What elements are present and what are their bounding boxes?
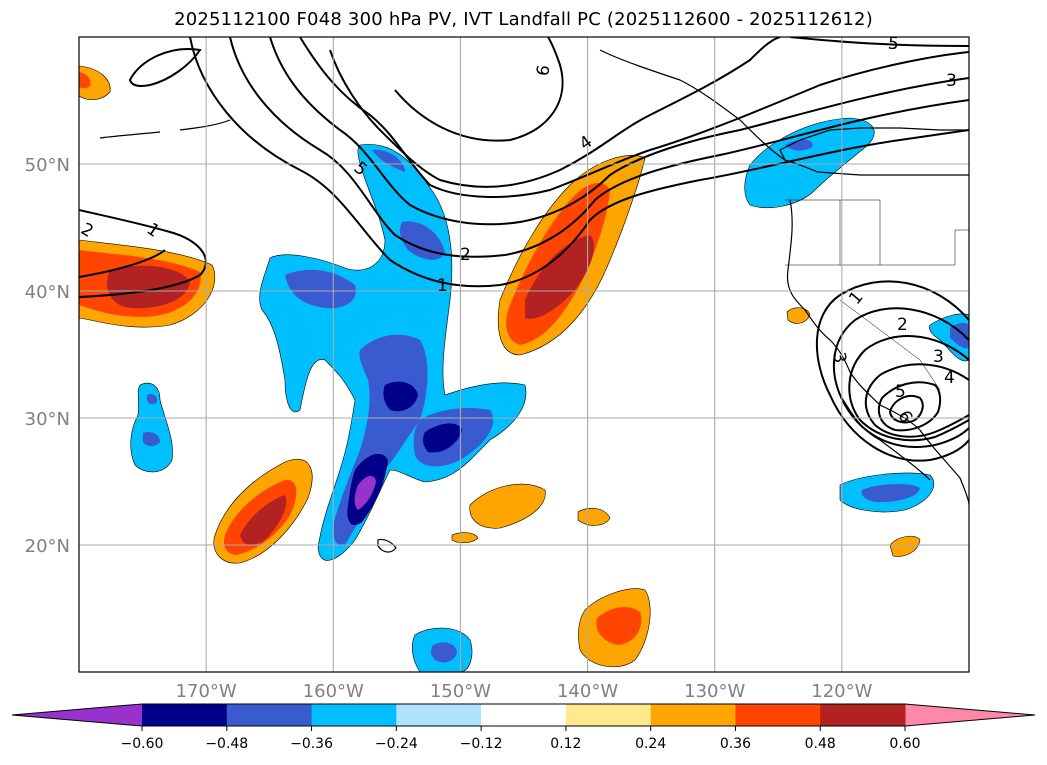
map-frame — [78, 36, 970, 673]
x-tick-label: 150°W — [430, 681, 491, 702]
colorbar-bin — [311, 704, 397, 726]
pv-label: 6 — [533, 64, 555, 78]
pv-contour-ring-5 — [877, 381, 942, 432]
shade-subtropical-positive — [578, 588, 651, 668]
colorbar-bin — [650, 704, 736, 726]
colorbar-tick-label: −0.36 — [290, 736, 333, 752]
pv-label: 3 — [946, 71, 957, 91]
pv-label: 4 — [944, 368, 955, 388]
shade-small-positive-5 — [786, 307, 811, 324]
pv-label: 2 — [460, 245, 471, 265]
shade-central-negative — [259, 144, 527, 561]
pv-contour-5-mid — [329, 37, 781, 188]
pv-contour-5-top — [789, 37, 969, 47]
pv-label: 2 — [897, 315, 908, 335]
state-borders — [785, 199, 969, 391]
colorbar-tick-label: −0.48 — [205, 736, 248, 752]
pv-label: 1 — [437, 276, 448, 296]
x-tick-label: 130°W — [684, 681, 745, 702]
x-tick-label: 120°W — [811, 681, 872, 702]
colorbar: −0.60 −0.48 −0.36 −0.24 −0.12 0.12 0.24 0.36 0.4… — [11, 703, 1036, 752]
y-tick-label: 40°N — [25, 282, 70, 303]
pv-contour-3-mid — [269, 37, 969, 226]
shade-negative-bottom — [411, 627, 473, 672]
pv-contour-6 — [394, 37, 564, 142]
colorbar-tick-label: −0.24 — [375, 736, 418, 752]
colorbar-bin — [565, 704, 652, 726]
pv-contour-loop-nw — [128, 48, 202, 87]
colorbar-tick-label: 0.24 — [635, 736, 666, 752]
shade-hawaii-sw-positive — [213, 458, 313, 564]
pv-contour-ring-2 — [832, 307, 969, 448]
colorbar-bin — [735, 704, 821, 726]
colorbar-tick-label: 0.36 — [720, 736, 751, 752]
colorbar-extend-low — [12, 704, 142, 726]
colorbar-bin — [226, 704, 313, 726]
colorbar-tick-label: −0.12 — [460, 736, 503, 752]
pv-label: 5 — [895, 382, 906, 402]
shade-small-positive-2 — [577, 507, 611, 526]
pv-contour-2 — [79, 249, 166, 278]
pv-contour-ring-3 — [848, 335, 969, 442]
pv-label: 5 — [887, 34, 900, 55]
x-tick-label: 170°W — [176, 681, 237, 702]
x-tick-label: 140°W — [557, 681, 618, 702]
gridlines — [79, 37, 969, 672]
colorbar-bin — [142, 704, 228, 726]
shade-small-positive-4 — [889, 535, 921, 557]
shade-top-left-positive — [79, 65, 111, 100]
x-tick-label: 160°W — [303, 681, 364, 702]
pv-contour-ring-6 — [888, 394, 924, 424]
pv-label: 3 — [828, 351, 850, 365]
colorbar-tick-label: 0.12 — [550, 736, 581, 752]
shade-negative-175w — [130, 382, 173, 473]
pv-contour-1 — [79, 209, 207, 298]
shade-ne-pacific-positive — [497, 155, 646, 356]
shade-top-left-positive-core — [79, 72, 91, 89]
y-tick-labels: 20°N 30°N 40°N 50°N — [25, 155, 70, 557]
pv-contour-4-mid — [299, 37, 969, 198]
colorbar-tick-label: −0.60 — [121, 736, 164, 752]
colorbar-bin — [820, 704, 906, 726]
shade-western-jet-positive — [79, 239, 216, 328]
pv-contour-ring-1 — [815, 280, 969, 462]
y-tick-label: 30°N — [25, 409, 70, 430]
y-tick-label: 50°N — [25, 155, 70, 176]
colorbar-extend-high — [905, 704, 1035, 726]
coastlines — [99, 49, 969, 553]
pv-contour-ring-4 — [864, 363, 969, 438]
shade-east-edge-negative — [929, 313, 969, 362]
colorbar-tick-label: 0.60 — [889, 736, 920, 752]
shade-small-positive-3 — [451, 532, 479, 544]
colorbar-tick-label: 0.48 — [805, 736, 836, 752]
colorbar-bin — [481, 704, 567, 726]
y-tick-label: 20°N — [25, 536, 70, 557]
map-layer — [79, 37, 969, 672]
shade-baja-negative — [839, 472, 935, 513]
shade-small-positive-1 — [469, 483, 546, 529]
chart-title: 2025112100 F048 300 hPa PV, IVT Landfall… — [174, 9, 873, 30]
x-tick-labels: 170°W 160°W 150°W 140°W 130°W 120°W — [176, 681, 873, 702]
pv-label: 3 — [933, 347, 944, 367]
colorbar-bin — [396, 704, 482, 726]
pv-contour-2-mid — [229, 37, 969, 258]
